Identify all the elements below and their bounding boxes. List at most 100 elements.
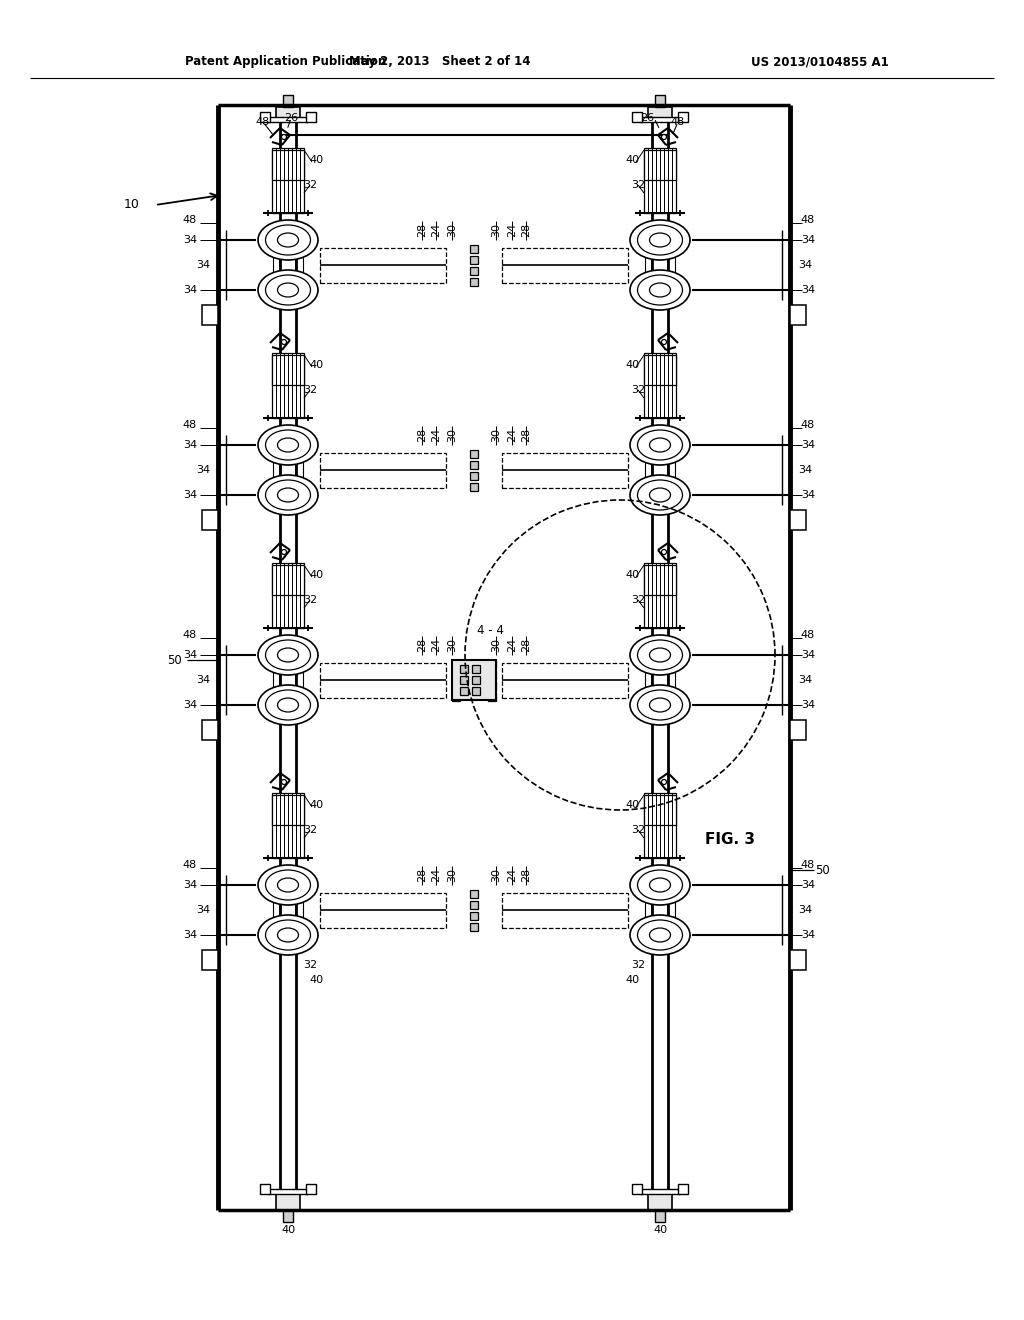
Text: 28: 28 bbox=[521, 223, 531, 238]
Ellipse shape bbox=[638, 430, 683, 459]
Text: 48: 48 bbox=[801, 630, 815, 640]
Text: 32: 32 bbox=[631, 595, 645, 605]
Bar bbox=[272, 150, 304, 180]
Bar bbox=[470, 912, 478, 920]
Bar bbox=[202, 719, 218, 741]
Bar bbox=[306, 112, 316, 121]
Text: 34: 34 bbox=[183, 649, 197, 660]
Ellipse shape bbox=[282, 549, 287, 554]
Text: 34: 34 bbox=[183, 880, 197, 890]
Ellipse shape bbox=[278, 282, 299, 297]
Bar bbox=[644, 565, 676, 595]
Ellipse shape bbox=[662, 135, 667, 140]
Ellipse shape bbox=[630, 865, 690, 906]
Text: 50: 50 bbox=[168, 653, 182, 667]
Text: 34: 34 bbox=[798, 465, 812, 475]
Ellipse shape bbox=[282, 780, 287, 784]
Ellipse shape bbox=[638, 480, 683, 510]
Text: 48: 48 bbox=[801, 215, 815, 224]
Bar bbox=[470, 277, 478, 285]
Text: 32: 32 bbox=[631, 825, 645, 836]
Ellipse shape bbox=[265, 224, 310, 255]
Ellipse shape bbox=[662, 549, 667, 554]
Bar bbox=[276, 1195, 300, 1210]
Ellipse shape bbox=[278, 928, 299, 942]
Text: Patent Application Publication: Patent Application Publication bbox=[185, 55, 386, 69]
Text: 28: 28 bbox=[417, 223, 427, 238]
Bar bbox=[452, 681, 460, 689]
Bar bbox=[460, 686, 468, 696]
Text: 28: 28 bbox=[417, 638, 427, 652]
Bar bbox=[470, 244, 478, 252]
Bar bbox=[268, 117, 308, 121]
Text: 30: 30 bbox=[447, 869, 457, 882]
Bar bbox=[319, 663, 446, 697]
Text: 48: 48 bbox=[183, 420, 198, 430]
Text: 28: 28 bbox=[417, 867, 427, 882]
Text: 48: 48 bbox=[183, 861, 198, 870]
Text: 30: 30 bbox=[447, 638, 457, 652]
Text: 24: 24 bbox=[507, 867, 517, 882]
Text: 34: 34 bbox=[196, 260, 210, 271]
Text: 40: 40 bbox=[309, 154, 323, 165]
Text: 32: 32 bbox=[303, 385, 317, 395]
Ellipse shape bbox=[258, 915, 318, 954]
Bar bbox=[260, 1184, 270, 1195]
Bar bbox=[644, 562, 676, 627]
Bar bbox=[472, 686, 480, 696]
Bar bbox=[790, 305, 806, 325]
Text: 40: 40 bbox=[625, 975, 639, 985]
Text: 30: 30 bbox=[490, 638, 501, 652]
Bar bbox=[644, 150, 676, 180]
Text: 34: 34 bbox=[801, 700, 815, 710]
Text: 48: 48 bbox=[183, 215, 198, 224]
Ellipse shape bbox=[638, 640, 683, 671]
Bar bbox=[470, 256, 478, 264]
Text: 40: 40 bbox=[309, 360, 323, 370]
Bar bbox=[470, 890, 478, 898]
Text: 40: 40 bbox=[281, 1225, 295, 1236]
Bar bbox=[502, 453, 628, 487]
Ellipse shape bbox=[258, 220, 318, 260]
Text: 34: 34 bbox=[801, 649, 815, 660]
Text: 34: 34 bbox=[801, 931, 815, 940]
Text: 48: 48 bbox=[671, 117, 685, 127]
Ellipse shape bbox=[649, 648, 671, 663]
Text: 30: 30 bbox=[490, 869, 501, 882]
Bar bbox=[632, 112, 642, 121]
Ellipse shape bbox=[630, 475, 690, 515]
Text: 48: 48 bbox=[256, 117, 270, 127]
Text: 40: 40 bbox=[625, 154, 639, 165]
Text: 40: 40 bbox=[625, 360, 639, 370]
Bar bbox=[470, 267, 478, 275]
Text: 32: 32 bbox=[303, 595, 317, 605]
Bar bbox=[678, 112, 688, 121]
Ellipse shape bbox=[638, 870, 683, 900]
Bar bbox=[319, 892, 446, 928]
Bar bbox=[644, 148, 676, 213]
Text: 34: 34 bbox=[183, 235, 197, 246]
Bar bbox=[655, 95, 665, 107]
Bar bbox=[276, 107, 300, 121]
Bar bbox=[640, 117, 680, 121]
Bar bbox=[470, 450, 478, 458]
Text: 30: 30 bbox=[447, 428, 457, 442]
Text: 34: 34 bbox=[183, 700, 197, 710]
Text: 24: 24 bbox=[507, 223, 517, 238]
Bar bbox=[644, 792, 676, 858]
Ellipse shape bbox=[258, 425, 318, 465]
Text: 34: 34 bbox=[798, 906, 812, 915]
Text: 28: 28 bbox=[521, 867, 531, 882]
Ellipse shape bbox=[258, 865, 318, 906]
Text: 40: 40 bbox=[653, 1225, 667, 1236]
Ellipse shape bbox=[282, 339, 287, 345]
Ellipse shape bbox=[265, 275, 310, 305]
Text: 34: 34 bbox=[183, 440, 197, 450]
Text: 28: 28 bbox=[417, 428, 427, 442]
Bar bbox=[678, 1184, 688, 1195]
Text: 24: 24 bbox=[431, 223, 441, 238]
Bar bbox=[272, 562, 304, 627]
Text: US 2013/0104855 A1: US 2013/0104855 A1 bbox=[752, 55, 889, 69]
Bar bbox=[488, 671, 496, 678]
Text: FIG. 3: FIG. 3 bbox=[705, 833, 755, 847]
